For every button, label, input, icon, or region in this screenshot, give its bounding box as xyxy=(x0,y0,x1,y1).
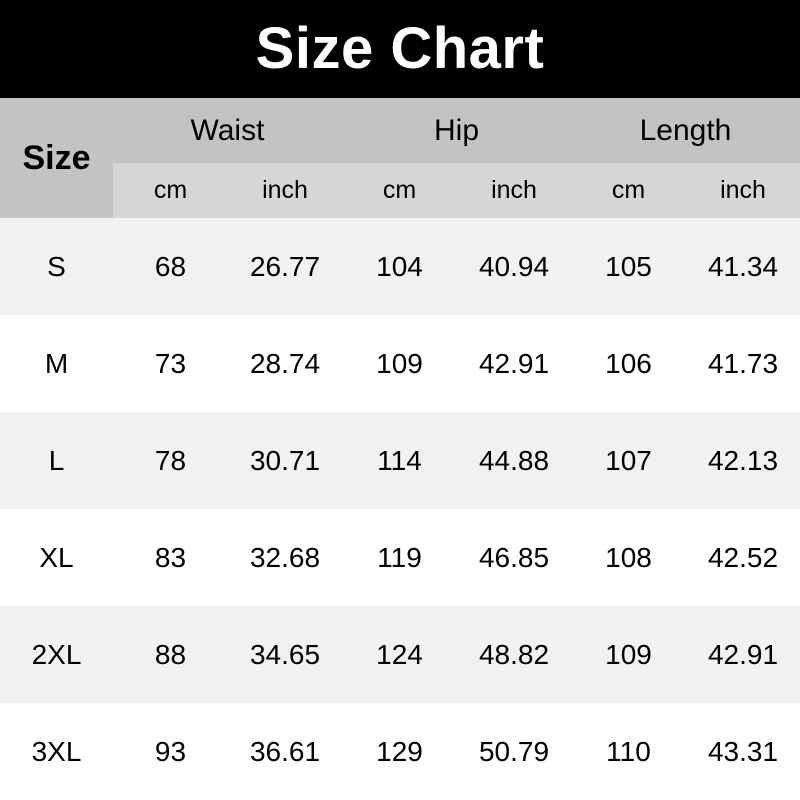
cell-length-cm: 105 xyxy=(605,250,652,282)
cell-length-cm: 107 xyxy=(605,444,652,476)
cell-size: M xyxy=(44,347,69,379)
header-unit-hip-cm: cm xyxy=(382,176,417,204)
cell-hip-inch: 40.94 xyxy=(478,250,550,282)
table-row: L 78 30.71 114 44.88 107 42.13 xyxy=(0,412,800,509)
cell-size: XL xyxy=(39,541,74,573)
cell-waist-inch: 28.74 xyxy=(249,347,321,379)
cell-waist-cm: 83 xyxy=(154,541,187,573)
cell-length-inch: 42.52 xyxy=(707,541,779,573)
header-unit-hip-inch: inch xyxy=(491,176,537,204)
table-row: XL 83 32.68 119 46.85 108 42.52 xyxy=(0,509,800,606)
size-chart-table: Size Waist Hip Length cm inch cm inch cm… xyxy=(0,98,800,800)
cell-hip-cm: 124 xyxy=(376,638,423,670)
header-unit-length-inch: inch xyxy=(720,176,766,204)
cell-waist-cm: 78 xyxy=(154,444,187,476)
cell-hip-cm: 129 xyxy=(376,735,423,767)
cell-hip-inch: 48.82 xyxy=(478,638,550,670)
header-group-waist: Waist xyxy=(190,113,265,147)
cell-length-inch: 42.13 xyxy=(707,444,779,476)
header-label-size: Size xyxy=(22,139,91,177)
header-group-hip: Hip xyxy=(433,113,479,147)
cell-length-inch: 41.73 xyxy=(707,347,779,379)
cell-hip-inch: 46.85 xyxy=(478,541,550,573)
cell-length-inch: 41.34 xyxy=(707,250,779,282)
cell-waist-inch: 26.77 xyxy=(249,250,321,282)
header-group-length: Length xyxy=(639,113,732,147)
cell-waist-inch: 30.71 xyxy=(249,444,321,476)
cell-hip-inch: 44.88 xyxy=(478,444,550,476)
cell-waist-inch: 34.65 xyxy=(249,638,321,670)
cell-hip-inch: 42.91 xyxy=(478,347,550,379)
cell-length-cm: 109 xyxy=(605,638,652,670)
cell-length-inch: 43.31 xyxy=(707,735,779,767)
group-header-band xyxy=(0,98,800,163)
page-title: Size Chart xyxy=(255,16,545,81)
title-banner: Size Chart xyxy=(0,0,800,98)
cell-waist-cm: 93 xyxy=(154,735,187,767)
cell-length-cm: 110 xyxy=(606,735,651,767)
table-row: S 68 26.77 104 40.94 105 41.34 xyxy=(0,218,800,315)
cell-size: 3XL xyxy=(31,735,82,767)
cell-hip-cm: 114 xyxy=(377,444,422,476)
header-unit-length-cm: cm xyxy=(611,176,646,204)
cell-size: S xyxy=(47,250,66,282)
header-unit-waist-cm: cm xyxy=(153,176,188,204)
cell-waist-inch: 36.61 xyxy=(249,735,321,767)
cell-size: 2XL xyxy=(31,638,82,670)
table-row: 3XL 93 36.61 129 50.79 110 43.31 xyxy=(0,703,800,800)
cell-length-cm: 106 xyxy=(605,347,652,379)
cell-length-cm: 108 xyxy=(605,541,652,573)
cell-size: L xyxy=(48,444,65,476)
header-unit-waist-inch: inch xyxy=(262,176,308,204)
cell-waist-inch: 32.68 xyxy=(249,541,321,573)
header-cell-size: Size xyxy=(0,98,113,218)
cell-hip-inch: 50.79 xyxy=(478,735,550,767)
cell-waist-cm: 68 xyxy=(154,250,187,282)
table-row: 2XL 88 34.65 124 48.82 109 42.91 xyxy=(0,606,800,703)
cell-hip-cm: 104 xyxy=(376,250,423,282)
unit-header-band xyxy=(113,163,800,218)
cell-waist-cm: 73 xyxy=(154,347,187,379)
cell-hip-cm: 109 xyxy=(376,347,423,379)
cell-hip-cm: 119 xyxy=(377,541,422,573)
table-row: M 73 28.74 109 42.91 106 41.73 xyxy=(0,315,800,412)
cell-waist-cm: 88 xyxy=(154,638,187,670)
cell-length-inch: 42.91 xyxy=(707,638,779,670)
